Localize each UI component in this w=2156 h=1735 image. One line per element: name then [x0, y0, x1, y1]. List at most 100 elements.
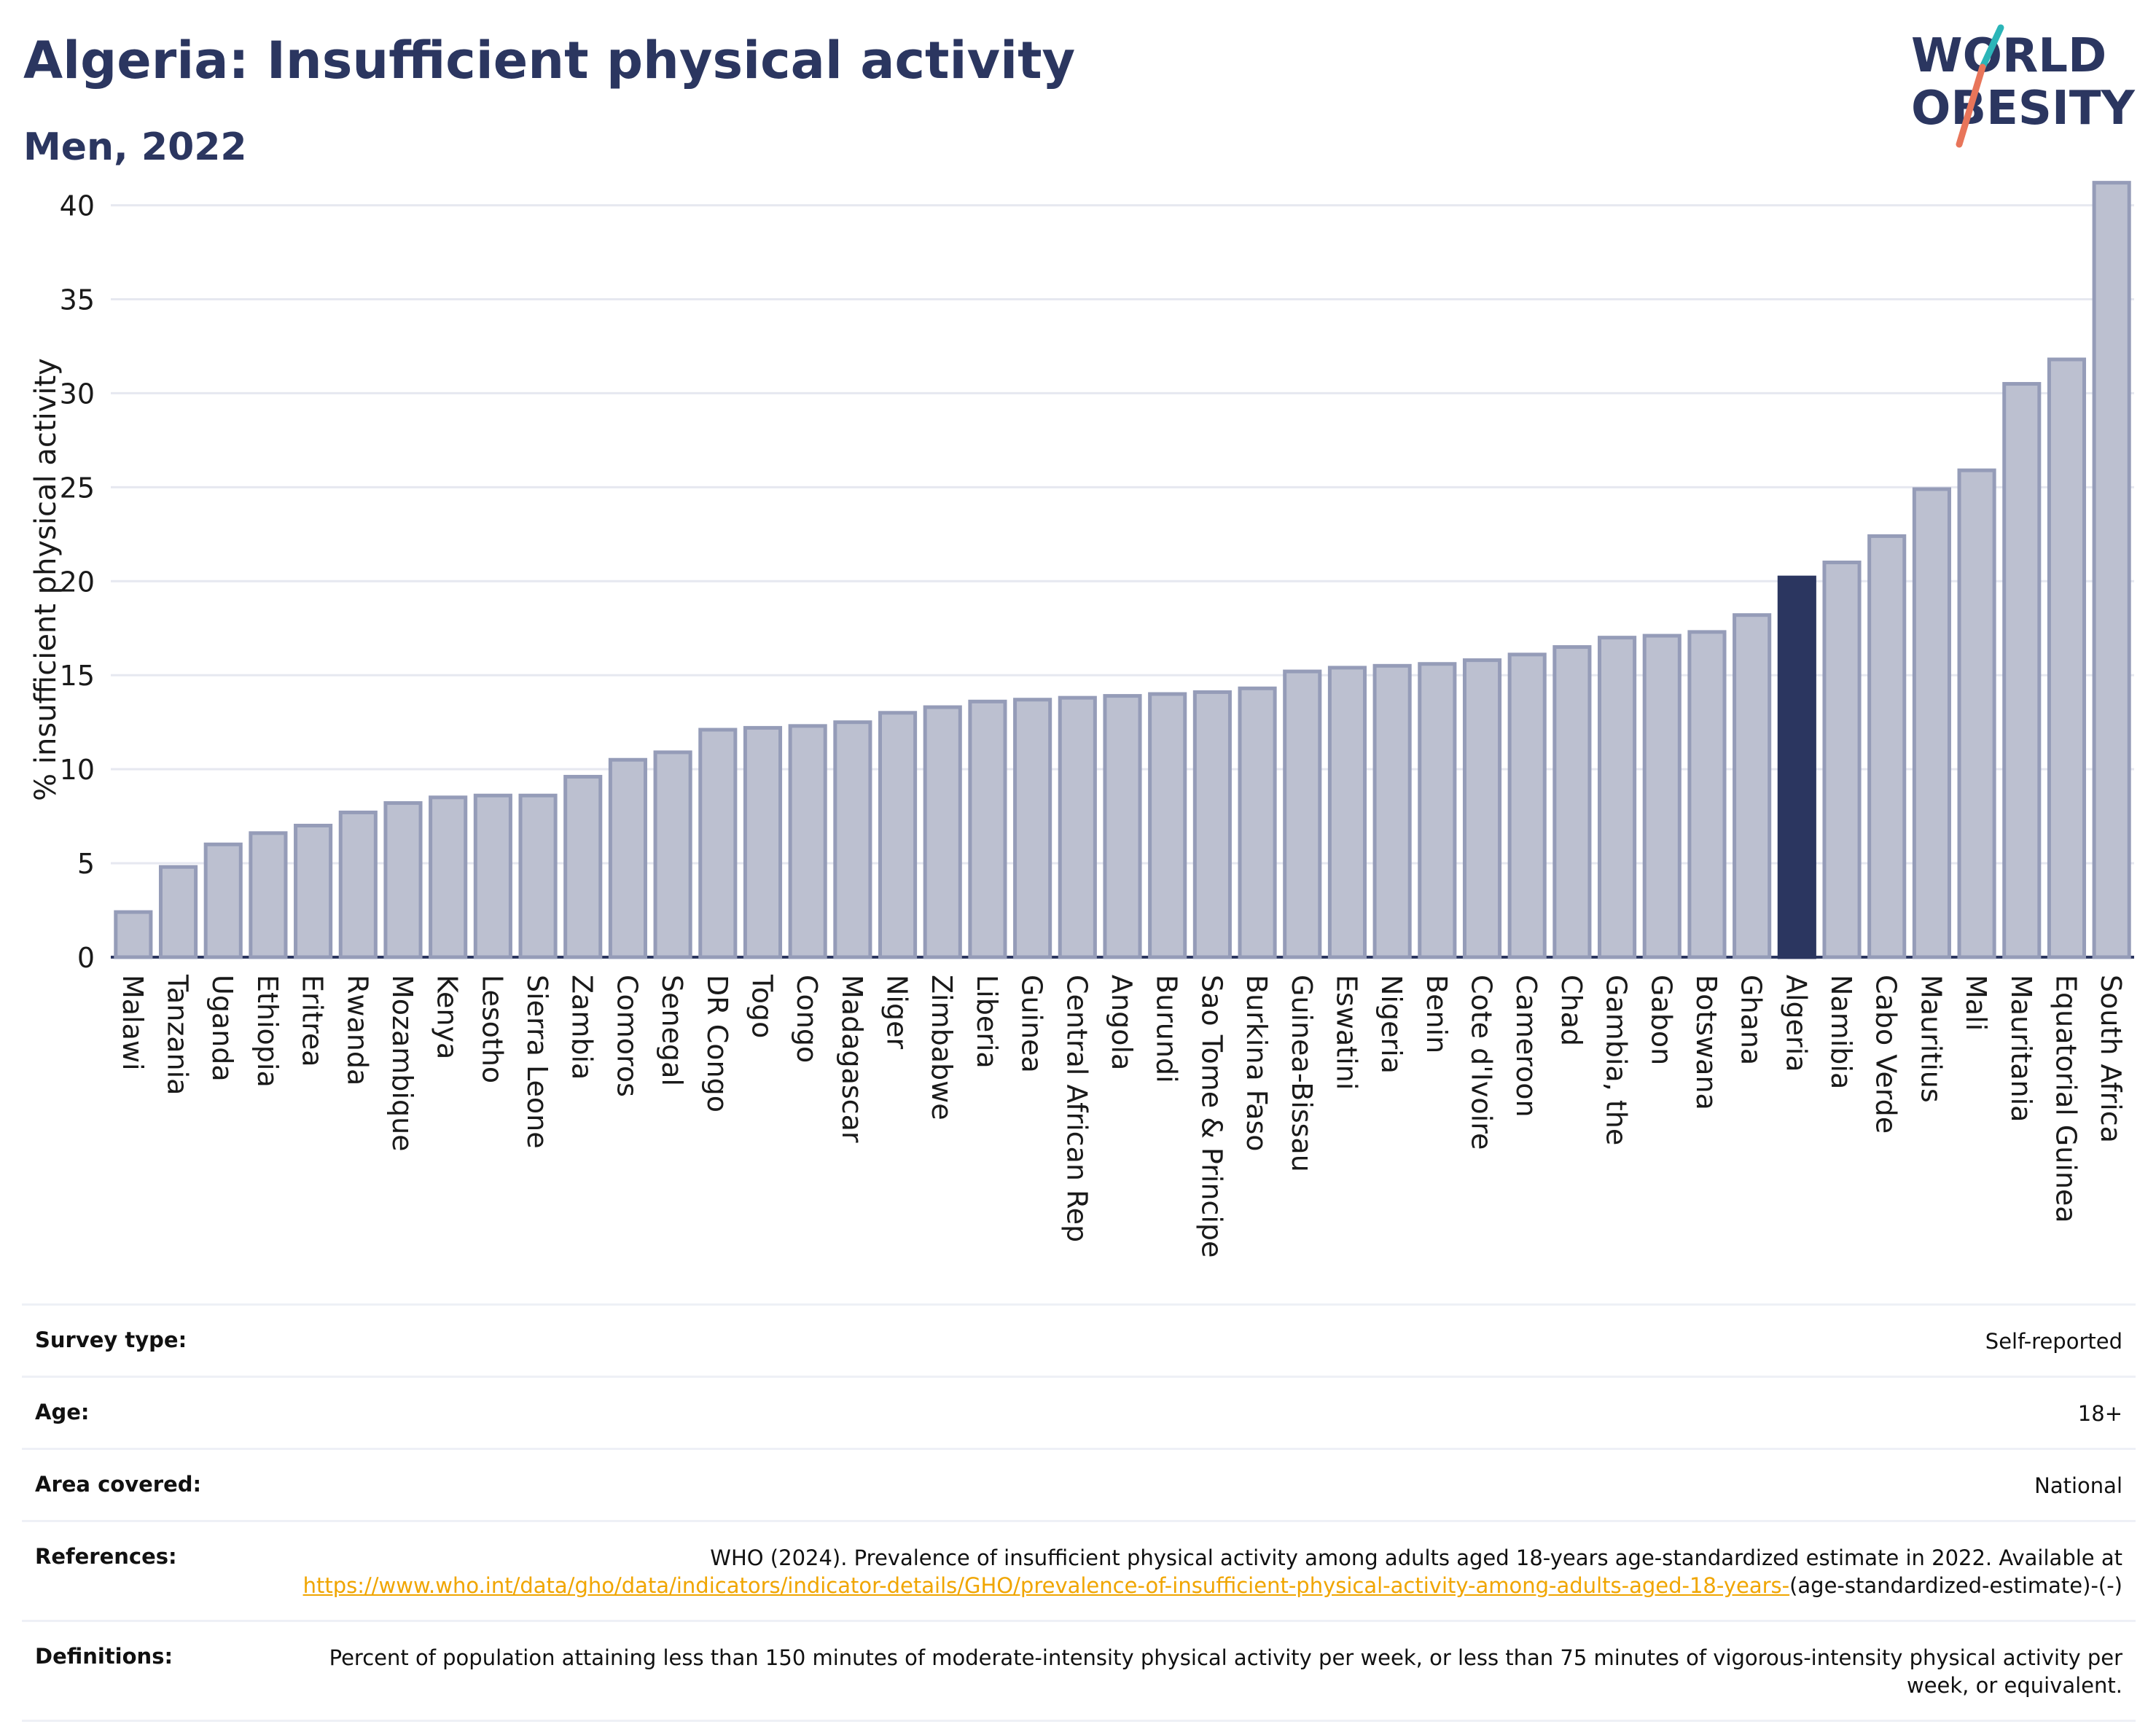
- x-tick-label: Gambia, the: [1601, 975, 1633, 1145]
- bar-burkina-faso: [1238, 686, 1277, 959]
- x-tick-label: Lesotho: [476, 975, 508, 1083]
- x-tick-label: Eritrea: [297, 975, 329, 1067]
- x-tick-label: Mali: [1960, 975, 1992, 1031]
- bar-mali: [1957, 468, 1996, 959]
- definitions-label: Definitions:: [35, 1644, 173, 1669]
- bar-guinea-bissau: [1283, 669, 1322, 959]
- references-text: WHO (2024). Prevalence of insufficient p…: [710, 1545, 2122, 1570]
- bar-burundi: [1148, 692, 1187, 959]
- survey-type-value: Self-reported: [1985, 1329, 2122, 1354]
- x-tick-label: Nigeria: [1375, 975, 1407, 1074]
- bar-guinea: [1013, 698, 1052, 959]
- x-tick-label: Sierra Leone: [521, 975, 553, 1149]
- page-title: Algeria: Insufficient physical activity: [23, 31, 1076, 90]
- x-tick-label: DR Congo: [701, 975, 733, 1112]
- bar-botswana: [1687, 630, 1727, 959]
- x-tick-label: Cote d'Ivoire: [1466, 975, 1498, 1150]
- info-table: Survey type: Self-reported Age: 18+ Area…: [22, 1303, 2136, 1722]
- references-value: WHO (2024). Prevalence of insufficient p…: [297, 1544, 2122, 1599]
- bar-cote-d-ivoire: [1462, 658, 1502, 959]
- x-tick-label: Burkina Faso: [1241, 975, 1273, 1152]
- bar-togo: [743, 725, 783, 959]
- bar-equatorial-guinea: [2047, 357, 2087, 959]
- x-tick-label: Rwanda: [341, 975, 373, 1085]
- logo-line2: OBESITY: [1911, 82, 2135, 136]
- x-tick-label: Chad: [1555, 975, 1587, 1046]
- x-tick-label: Zimbabwe: [926, 975, 958, 1120]
- bar-lesotho: [473, 793, 512, 959]
- bar-ghana: [1733, 613, 1772, 959]
- bar-liberia: [968, 699, 1007, 959]
- area-value: National: [2034, 1473, 2122, 1498]
- x-tick-label: Guinea-Bissau: [1286, 975, 1318, 1172]
- bar-zimbabwe: [923, 705, 962, 959]
- x-tick-label: Malawi: [117, 975, 149, 1071]
- x-tick-label: Guinea: [1016, 975, 1048, 1073]
- bars: [114, 181, 2131, 959]
- bar-angola: [1103, 694, 1142, 959]
- bar-niger: [878, 711, 918, 959]
- y-tick-label: 15: [60, 660, 95, 692]
- references-link[interactable]: https://www.who.int/data/gho/data/indica…: [302, 1573, 1790, 1598]
- x-tick-label: Cameroon: [1510, 975, 1542, 1118]
- x-tick-label: Liberia: [971, 975, 1003, 1069]
- x-tick-label: Togo: [746, 974, 778, 1038]
- x-tick-label: Angola: [1106, 975, 1138, 1070]
- logo-slash-orange: [1956, 63, 1986, 148]
- y-tick-label: 25: [60, 472, 95, 504]
- bar-rwanda: [338, 810, 378, 959]
- x-tick-label: Botswana: [1690, 975, 1722, 1110]
- bar-comoros: [608, 757, 647, 959]
- age-value: 18+: [2077, 1401, 2122, 1426]
- bar-chad: [1552, 645, 1592, 959]
- x-tick-label: Namibia: [1825, 975, 1857, 1089]
- bar-benin: [1418, 662, 1457, 959]
- x-tick-label: Gabon: [1645, 975, 1677, 1065]
- x-tick-label: Ethiopia: [251, 975, 284, 1088]
- bar-nigeria: [1372, 663, 1412, 959]
- bar-gambia-the: [1598, 636, 1637, 959]
- bar-eritrea: [294, 824, 333, 959]
- references-text-after: (age-standardized-estimate)-(-): [1789, 1573, 2122, 1598]
- bar-eswatini: [1327, 666, 1367, 959]
- bar-dr-congo: [698, 728, 738, 959]
- x-tick-label: Congo: [791, 975, 823, 1063]
- bar-madagascar: [833, 720, 872, 959]
- x-tick-label: Senegal: [656, 975, 688, 1086]
- x-tick-label: Algeria: [1780, 975, 1812, 1072]
- x-tick-label: Zambia: [566, 975, 598, 1080]
- bar-gabon: [1642, 633, 1682, 959]
- y-tick-label: 20: [60, 566, 95, 598]
- bar-senegal: [653, 750, 692, 959]
- x-tick-label: Burundi: [1151, 975, 1183, 1083]
- x-tick-label: Cabo Verde: [1870, 975, 1902, 1134]
- bar-mauritius: [1912, 487, 1951, 959]
- bar-south-africa: [2092, 181, 2131, 959]
- y-tick-label: 5: [77, 848, 95, 880]
- world-obesity-logo: WORLD OBESITY: [1911, 24, 2135, 148]
- bar-cabo-verde: [1867, 534, 1907, 959]
- info-row-references: References: WHO (2024). Prevalence of in…: [22, 1520, 2136, 1620]
- bar-algeria: [1777, 575, 1816, 959]
- references-label: References:: [35, 1544, 177, 1569]
- logo-line1: WORLD: [1911, 29, 2106, 83]
- bar-uganda: [203, 842, 243, 959]
- bar-sierra-leone: [518, 793, 558, 959]
- x-tick-label: Niger: [881, 975, 913, 1049]
- x-tick-label: Uganda: [206, 975, 238, 1082]
- info-row-definitions: Definitions: Percent of population attai…: [22, 1620, 2136, 1722]
- y-tick-label: 30: [60, 378, 95, 410]
- bar-mauritania: [2002, 382, 2042, 959]
- y-tick-label: 35: [60, 284, 95, 316]
- bar-mozambique: [383, 801, 423, 959]
- x-tick-label: Comoros: [611, 975, 643, 1097]
- age-label: Age:: [35, 1400, 90, 1424]
- x-axis-labels: Malawi Tanzania Uganda Ethiopia Eritrea Rwand…: [117, 974, 2127, 1258]
- bar-namibia: [1822, 561, 1862, 959]
- info-row-survey-type: Survey type: Self-reported: [22, 1303, 2136, 1376]
- x-tick-label: Kenya: [431, 975, 464, 1059]
- bar-kenya: [429, 795, 468, 959]
- x-tick-label: Mauritania: [2005, 975, 2037, 1122]
- bar-malawi: [114, 910, 153, 959]
- bar-sao-tome-principe: [1192, 690, 1232, 959]
